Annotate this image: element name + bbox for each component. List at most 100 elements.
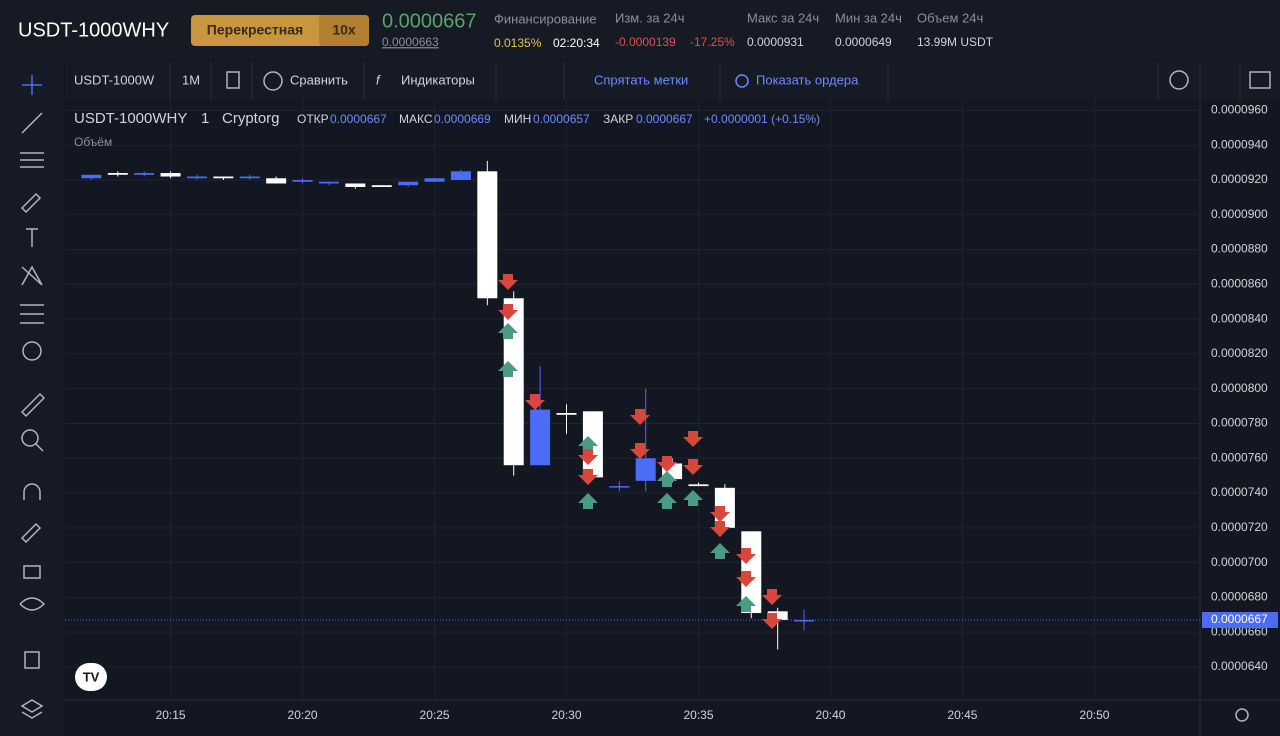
low: 0.0000649 (835, 35, 892, 49)
y-tick-label: 0.0000780 (1211, 416, 1268, 430)
candle-body (424, 178, 445, 182)
low: 0.0000657 (533, 112, 590, 126)
funding-label: Финансирование (494, 11, 597, 26)
sidebar (0, 62, 62, 736)
close-label: ЗАКР (603, 112, 633, 126)
open: 0.0000667 (330, 112, 387, 126)
x-tick-label: 20:20 (288, 708, 318, 722)
candle-body (530, 409, 551, 466)
candle-body (794, 620, 815, 622)
change: -0.0000139 (615, 35, 676, 49)
candle-body (160, 173, 181, 177)
orders-icon (735, 74, 749, 88)
high: 0.0000931 (747, 35, 804, 49)
legend-change: +0.0000001 (+0.15%) (704, 112, 820, 126)
volume: 13.99M USDT (917, 35, 994, 49)
close: 0.0000667 (636, 112, 693, 126)
candle-body (292, 180, 313, 182)
hide-marks[interactable]: Спрятать метки (594, 72, 688, 87)
x-tick-label: 20:15 (156, 708, 186, 722)
candle-body (503, 298, 524, 466)
candle-body (318, 181, 339, 184)
x-tick-label: 20:40 (815, 708, 845, 722)
candle-body (239, 176, 260, 179)
y-tick-label: 0.0000760 (1211, 450, 1268, 464)
legend-symbol: USDT-1000WHY (74, 110, 187, 127)
candle-body (688, 484, 709, 487)
compare[interactable]: Сравнить (290, 72, 348, 87)
margin-mode: Перекрестная (207, 22, 303, 38)
candle-body (635, 458, 656, 481)
candle-body (477, 171, 498, 299)
x-tick-label: 20:50 (1079, 708, 1109, 722)
leverage: 10x (332, 22, 356, 38)
y-tick-label: 0.0000880 (1211, 242, 1268, 256)
low-label: Мин за 24ч (835, 10, 902, 25)
change-label: Изм. за 24ч (615, 10, 685, 25)
y-tick-label: 0.0000960 (1211, 103, 1268, 117)
show-orders[interactable]: Показать ордера (756, 72, 859, 87)
candle-body (398, 181, 419, 186)
candle-body (450, 171, 471, 180)
y-tick-label: 0.0000680 (1211, 590, 1268, 604)
axis-settings[interactable] (1235, 708, 1249, 722)
candle-body (81, 174, 102, 179)
open-label: ОТКР (297, 112, 329, 126)
x-tick-label: 20:30 (551, 708, 581, 722)
screenshot-icon[interactable] (1249, 71, 1271, 89)
candle-body (556, 413, 577, 415)
settings-icon[interactable] (1169, 70, 1189, 90)
funding-rate: 0.0135% (494, 36, 542, 50)
last-price-label: 0.0000667 (1211, 612, 1268, 626)
change-pct: -17.25% (690, 35, 735, 49)
volume-label: Объём (74, 135, 112, 149)
high-label: Макс за 24ч (747, 10, 819, 25)
y-tick-label: 0.0000820 (1211, 346, 1268, 360)
y-tick-label: 0.0000720 (1211, 520, 1268, 534)
symbol: USDT-1000WHY (18, 19, 169, 41)
mark-price: 0.0000663 (382, 35, 439, 49)
candle-body (134, 173, 155, 175)
candle-body (107, 173, 128, 175)
compare-icon (263, 71, 283, 91)
y-tick-label: 0.0000900 (1211, 207, 1268, 221)
indicators[interactable]: Индикаторы (401, 72, 475, 87)
candle-body (266, 178, 287, 184)
toolbar (65, 62, 1280, 100)
candle-body (186, 176, 207, 179)
tv-logo-mark: TV (83, 669, 100, 684)
y-tick-label: 0.0000640 (1211, 659, 1268, 673)
volume-label: Объем 24ч (917, 10, 983, 25)
x-tick-label: 20:45 (947, 708, 977, 722)
legend-interval: 1 (201, 110, 209, 127)
x-tick-label: 20:25 (420, 708, 450, 722)
low-label: МИН (504, 112, 531, 126)
y-tick-label: 0.0000940 (1211, 137, 1268, 151)
sidebar-icons (19, 75, 46, 719)
high-label: МАКС (399, 112, 433, 126)
y-tick-label: 0.0000920 (1211, 172, 1268, 186)
fx-icon: f (376, 72, 381, 87)
candle-body (371, 185, 392, 187)
candle-body (767, 611, 788, 620)
y-tick-label: 0.0000800 (1211, 381, 1268, 395)
candle-icon[interactable] (226, 71, 240, 89)
price: 0.0000667 (382, 10, 477, 32)
toolbar-separators (169, 62, 1241, 100)
y-tick-label: 0.0000700 (1211, 555, 1268, 569)
y-tick-label: 0.0000860 (1211, 277, 1268, 291)
toolbar-symbol[interactable]: USDT-1000W (74, 72, 155, 87)
last-price-tag (1202, 612, 1278, 628)
toolbar-interval[interactable]: 1М (182, 72, 200, 87)
grid: 0.0000960 0.0000940 0.0000920 0.0000900 0.00… (65, 100, 1268, 722)
candle-body (213, 176, 234, 179)
plot: 0.0000667 (65, 160, 1278, 650)
y-tick-label: 0.0000740 (1211, 485, 1268, 499)
candle-body (345, 183, 366, 187)
tv-logo[interactable] (75, 663, 107, 691)
y-tick-label: 0.0000840 (1211, 311, 1268, 325)
leverage-button[interactable] (319, 15, 369, 46)
legend-exchange: Cryptorg (222, 110, 280, 127)
x-tick-label: 20:35 (683, 708, 713, 722)
high: 0.0000669 (434, 112, 491, 126)
